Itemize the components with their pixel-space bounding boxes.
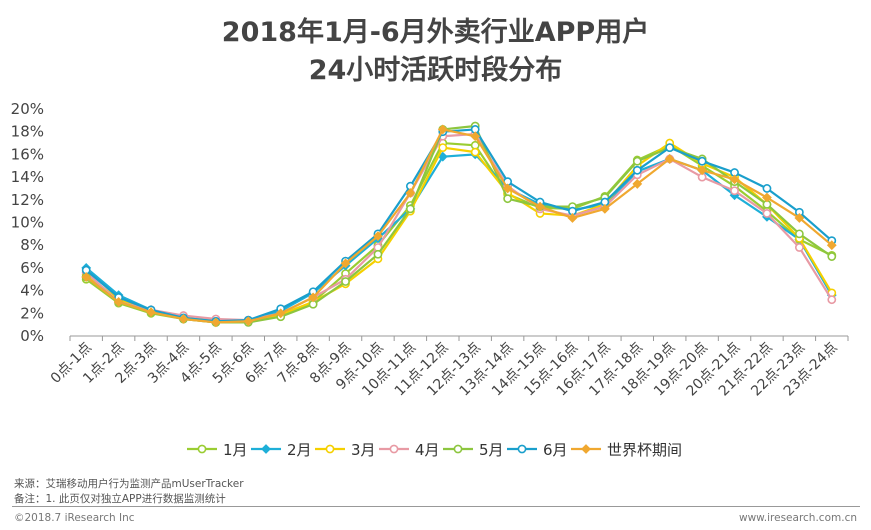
data-point — [405, 188, 416, 198]
data-point — [243, 316, 254, 327]
data-point — [794, 243, 804, 252]
data-point — [826, 240, 837, 251]
legend-marker — [453, 444, 463, 454]
data-point — [729, 174, 740, 185]
series-4 — [81, 129, 837, 325]
data-point — [664, 154, 675, 164]
data-point — [827, 295, 837, 305]
x-axis: 0点-1点1点-2点2点-3点3点-4点4点-5点5点-6点6点-7点7点-8点… — [48, 335, 849, 399]
data-point — [503, 194, 513, 204]
y-tick-label: 2% — [20, 304, 44, 322]
data-point — [599, 203, 610, 214]
legend-marker — [517, 444, 527, 454]
site-url: www.iresearch.com.cn — [738, 512, 857, 524]
series-line — [85, 153, 833, 323]
data-point — [438, 143, 448, 152]
copyright: ©2018.7 iResearch Inc — [14, 512, 135, 524]
legend-item-7[interactable]: 世界杯期间 — [571, 441, 682, 459]
data-point — [567, 213, 578, 223]
data-point — [308, 292, 319, 303]
legend-label: 3月 — [351, 441, 376, 459]
data-point — [502, 183, 513, 194]
y-axis: 0% 2% 4% 6% 8% 10% 12% 14% 16% 18% 20% — [11, 100, 44, 345]
y-tick-label: 14% — [11, 168, 44, 186]
legend-label: 6月 — [543, 441, 568, 459]
data-point — [730, 186, 739, 196]
data-point — [794, 213, 805, 223]
source-note: 来源：艾瑞移动用户行为监测产品mUserTracker — [14, 478, 244, 490]
data-point — [632, 165, 642, 175]
legend-label: 4月 — [415, 441, 440, 459]
y-tick-label: 0% — [20, 327, 44, 345]
data-point — [470, 147, 480, 157]
chart-title-line2: 24小时活跃时段分布 — [308, 55, 563, 86]
series-line — [85, 132, 833, 322]
series-5 — [81, 121, 837, 327]
remark-note: 备注：1. 此页仅对独立APP进行数据监测统计 — [14, 493, 226, 505]
legend-item-5[interactable]: 5月 — [443, 441, 504, 459]
legend-label: 1月 — [223, 441, 248, 459]
data-point — [341, 277, 350, 286]
data-point — [762, 184, 772, 193]
data-point — [275, 308, 286, 319]
series-7 — [81, 124, 837, 328]
data-point — [827, 252, 837, 261]
y-tick-label: 18% — [11, 123, 44, 141]
legend-label: 世界杯期间 — [607, 441, 682, 459]
legend-item-4[interactable]: 4月 — [379, 441, 440, 459]
legend-item-6[interactable]: 6月 — [507, 441, 568, 459]
data-point — [665, 143, 675, 152]
data-point — [470, 131, 481, 142]
y-tick-label: 16% — [11, 145, 44, 163]
legend-label: 5月 — [479, 441, 504, 459]
data-point — [632, 156, 642, 166]
data-point — [373, 249, 383, 259]
data-point — [340, 258, 351, 269]
data-point — [762, 209, 772, 218]
legend-marker — [261, 444, 271, 454]
series-line — [85, 128, 833, 323]
series-group — [81, 121, 837, 328]
y-tick-label: 4% — [20, 282, 44, 300]
legend-marker — [581, 444, 591, 454]
y-tick-label: 6% — [20, 259, 44, 277]
series-line — [85, 128, 833, 324]
data-point — [762, 192, 772, 203]
y-tick-label: 10% — [11, 214, 44, 232]
data-point — [81, 272, 92, 282]
legend-label: 2月 — [287, 441, 312, 459]
legend-marker — [325, 444, 335, 454]
data-point — [632, 179, 643, 189]
data-point — [697, 156, 707, 166]
data-point — [535, 201, 545, 212]
data-point — [113, 297, 124, 307]
y-tick-label: 12% — [11, 191, 44, 209]
data-point — [794, 229, 804, 239]
data-point — [146, 307, 156, 318]
y-tick-label: 20% — [11, 100, 44, 118]
legend-item-1[interactable]: 1月 — [187, 441, 248, 459]
data-point — [178, 314, 189, 324]
chart-title-line1: 2018年1月-6月外卖行业APP用户 — [221, 17, 650, 48]
series-line — [85, 141, 833, 323]
footer-divider — [12, 506, 860, 507]
data-point — [697, 165, 708, 176]
data-point — [405, 204, 415, 214]
legend-item-3[interactable]: 3月 — [315, 441, 376, 459]
legend-item-2[interactable]: 2月 — [251, 441, 312, 459]
legend[interactable]: 1月 2月 3月 4月 5月 6月 世界杯期间 — [187, 441, 682, 459]
data-point — [437, 124, 448, 135]
legend-marker — [197, 444, 207, 454]
data-point — [373, 231, 383, 242]
data-point — [210, 317, 221, 328]
legend-marker — [389, 444, 399, 454]
y-tick-label: 8% — [20, 236, 44, 254]
